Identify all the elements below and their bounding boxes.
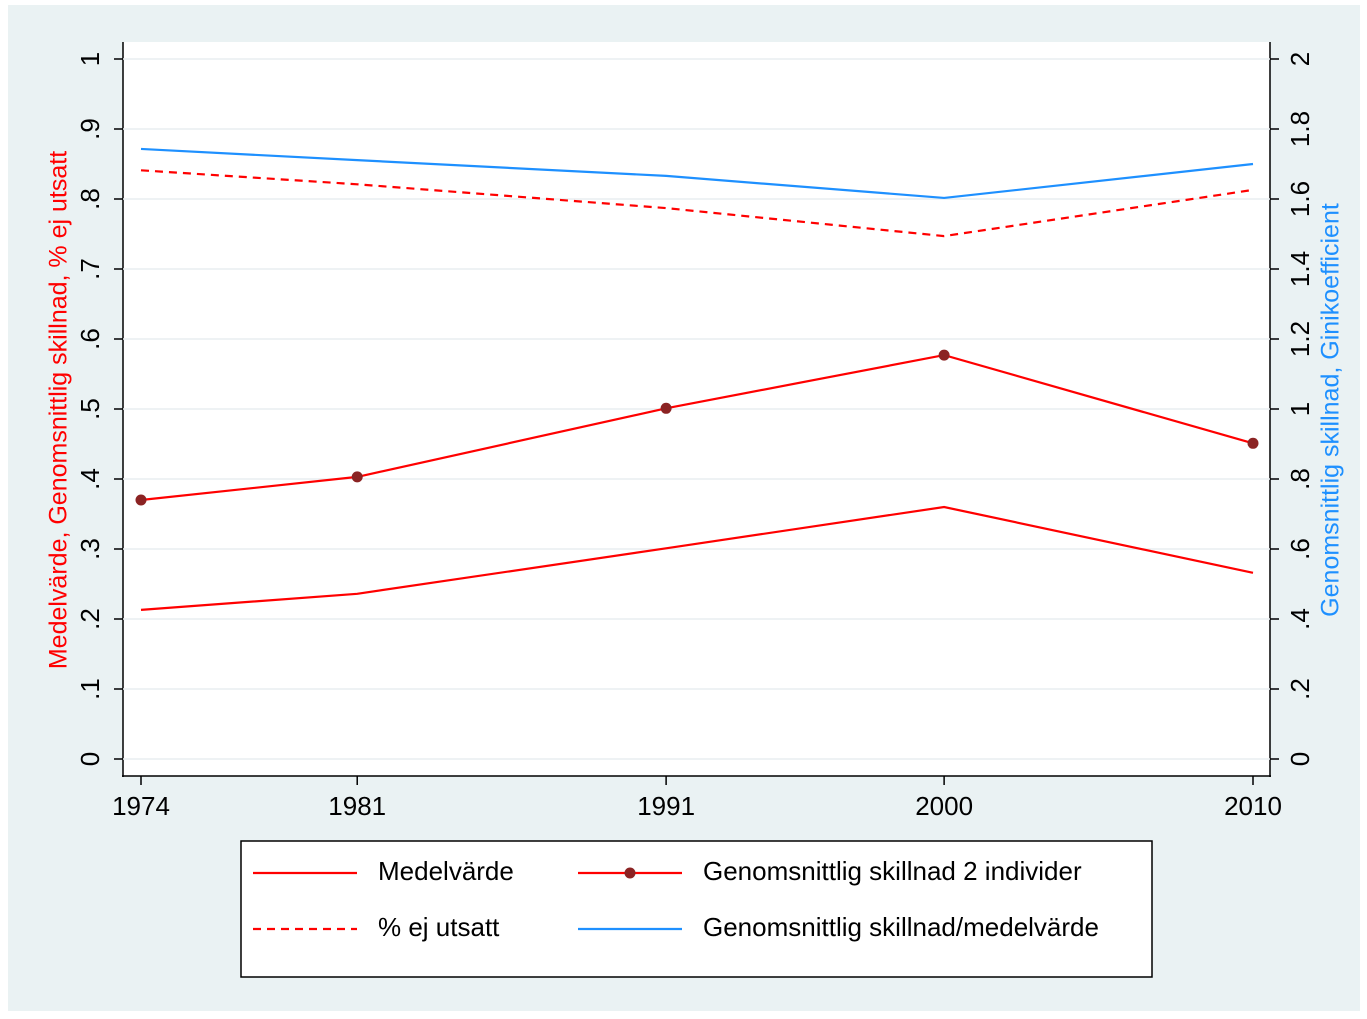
y-tick-label: .6 (75, 328, 105, 350)
y2-tick-label: 1.8 (1285, 111, 1315, 147)
legend-label: Genomsnittlig skillnad/medelvärde (703, 912, 1099, 942)
y2-tick-label: 1.2 (1285, 321, 1315, 357)
y2-tick-label: .6 (1285, 538, 1315, 560)
y2-tick-label: 1.4 (1285, 251, 1315, 287)
y-axis-title: Medelvärde, Genomsnittlig skillnad, % ej… (45, 151, 73, 669)
y2-tick-label: 0 (1285, 752, 1315, 766)
series-line (140, 169, 1254, 238)
x-tick-label: 1991 (637, 791, 695, 821)
series-marker (135, 494, 147, 506)
y-tick-label: .8 (75, 188, 105, 210)
series-marker (660, 402, 672, 414)
x-tick-label: 1974 (112, 791, 170, 821)
y2-tick-label: .8 (1285, 468, 1315, 490)
series-marker (938, 349, 950, 361)
y-tick-label: .3 (75, 538, 105, 560)
y-tick-label: .2 (75, 608, 105, 630)
y-tick-label: .7 (75, 258, 105, 280)
y2-tick-label: 2 (1285, 52, 1315, 66)
y-tick-label: .5 (75, 398, 105, 420)
y2-tick-label: .4 (1285, 608, 1315, 630)
legend-marker (624, 867, 636, 879)
legend-label: Genomsnittlig skillnad 2 individer (703, 856, 1082, 886)
y-tick-label: 0 (75, 752, 105, 766)
series-marker (351, 471, 363, 483)
y-tick-label: .9 (75, 118, 105, 140)
y2-tick-label: .2 (1285, 678, 1315, 700)
y-tick-label: .4 (75, 468, 105, 490)
legend-label: Medelvärde (378, 856, 514, 886)
y2-tick-label: 1.6 (1285, 181, 1315, 217)
legend (240, 840, 1153, 978)
y2-axis-title: Genomsnittlig skillnad, Ginikoefficient (1317, 203, 1345, 617)
series-line (140, 147, 1254, 200)
series-marker (1247, 437, 1259, 449)
x-tick-label: 1981 (328, 791, 386, 821)
x-tick-label: 2010 (1224, 791, 1282, 821)
x-tick-label: 2000 (915, 791, 973, 821)
legend-label: % ej utsatt (378, 912, 500, 942)
series-line (140, 505, 1254, 611)
y-tick-label: 1 (75, 52, 105, 66)
y-tick-label: .1 (75, 678, 105, 700)
y2-tick-label: 1 (1285, 402, 1315, 416)
